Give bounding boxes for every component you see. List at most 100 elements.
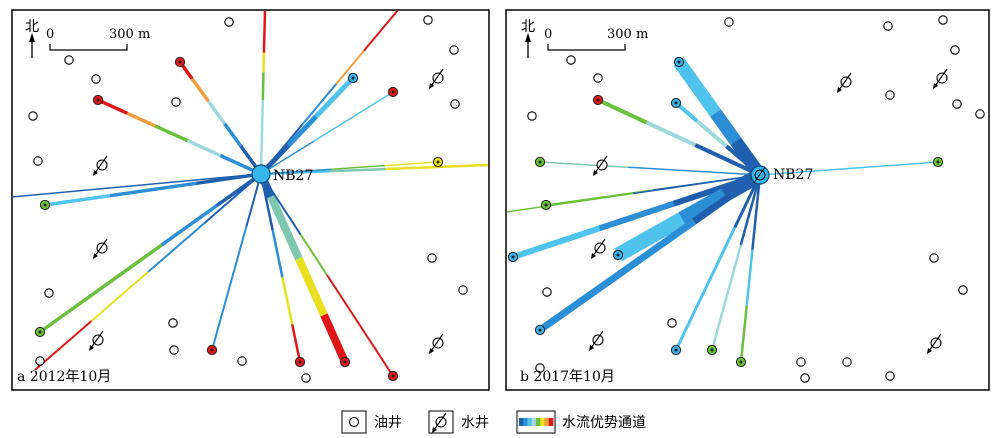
oil-well-icon [171,97,181,107]
legend: 油井 水井 水流优势通道 [341,410,646,434]
north-label: 北 [521,19,535,35]
water-well-icon [927,333,942,354]
oil-well-icon [458,285,468,295]
well-center-dot [96,98,100,102]
channel-segment [739,305,748,363]
channel-segment [259,100,265,175]
oil-well-icon [427,253,437,263]
scale-label: 300 m [109,27,150,42]
channel-segment [632,174,761,195]
channel-segment [154,124,189,143]
channel-segment [105,243,163,287]
channel-segment [295,256,328,317]
channel-segment [206,100,226,125]
oil-well-icon [800,373,810,383]
channel-segment [267,194,303,261]
well-slash [430,68,444,87]
well-center-dot [436,160,440,164]
well-arrow [429,348,434,354]
well-arrow [933,83,938,89]
channel-segment [331,164,385,170]
well-center-dot [538,160,542,164]
scale-zero: 0 [46,27,54,42]
channel-segment [598,200,675,232]
oil-well-icon [667,318,677,328]
channel-segment [627,166,761,176]
well-arrow [432,427,437,433]
channel-segment [97,98,129,115]
well-center-dot [391,90,395,94]
scale-zero: 0 [544,27,552,42]
center-well-slash [753,166,766,184]
channel-segment [281,277,294,325]
legend-water-well: 水井 [461,415,489,431]
oil-well-icon [929,253,939,263]
well-center-dot [596,98,600,102]
channel-segment [326,274,394,377]
channel-segment [625,218,697,271]
ramp-swatch [519,418,524,426]
oil-well-icon [423,15,433,25]
channel-segment [260,173,302,236]
channel-segment [751,174,762,250]
channel-segment [223,122,243,148]
water-well-icon [429,68,444,89]
channel-segment [38,283,108,334]
panel-a-center-well-label: NB27 [273,168,313,184]
channel-segment [320,313,349,364]
channel-segment [733,174,762,229]
open-circle-icon [348,416,360,428]
well-slash [94,155,108,174]
panel-a-channels [13,11,488,377]
channel-segment [512,225,601,260]
well-center-dot [298,360,302,364]
ramp-swatch [540,418,545,426]
well-slash [928,333,942,352]
well-arrow [589,345,594,351]
channel-segment [597,98,648,125]
well-arrow [837,87,842,93]
oil-well-icon [64,55,74,65]
oil-well-icon [168,318,178,328]
well-center-dot [391,374,395,378]
channel-segment [160,204,218,247]
panel-a-scale-bar: 0 300 m [46,27,150,51]
ramp-swatch [548,418,554,426]
center-well-icon [251,164,271,184]
well-center-dot [210,348,214,352]
oil-well-icon [450,99,460,109]
channel-segment [109,181,197,198]
well-slash [934,68,948,87]
channel-segment [186,139,221,158]
channel-segment [90,271,149,322]
well-center-dot [677,60,681,64]
well-slash [590,330,604,349]
channel-segment [147,222,206,273]
channel-segment [271,230,284,278]
channel-segment [678,188,729,226]
well-arrow [89,345,94,351]
oil-well-icon [593,73,603,83]
channel-segment [261,72,265,101]
channel-segment [385,166,432,171]
panel-a-caption: a 2012年10月 [17,369,111,385]
oil-well-icon [35,356,45,366]
channel-segment [539,161,629,168]
well-slash [94,238,108,257]
oil-well-icon [975,109,985,119]
well-slash [592,238,606,257]
water-well-icon [933,68,948,89]
channel-color-ramp-icon [519,418,554,426]
well-slash [594,155,608,174]
channel-segment [689,80,721,117]
channel-segment [614,212,686,262]
well-center-dot [178,60,182,64]
panel-b-north-arrow: 北 [521,19,535,58]
oil-well-icon [938,15,948,25]
water-well-icon [432,412,447,433]
water-well-icon [591,238,606,259]
channel-segment [301,83,338,126]
channel-segment [203,173,262,224]
ramp-swatch [536,418,541,426]
well-center-dot [710,348,714,352]
